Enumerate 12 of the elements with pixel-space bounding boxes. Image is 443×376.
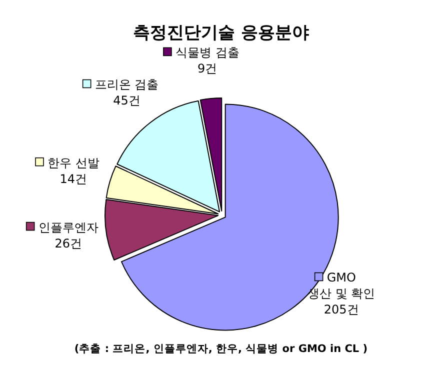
legend-label: 인플루엔자 — [38, 220, 98, 234]
legend-label: 식물병 검출 — [175, 46, 240, 60]
legend-label: 한우 선발 — [48, 156, 100, 170]
legend-label: GMO 생산 및 확인 — [308, 270, 376, 301]
data-label: 205건 — [324, 302, 359, 317]
data-label: 14건 — [60, 172, 88, 186]
legend-label: 프리온 검출 — [94, 78, 159, 92]
chart-title: 측정진단기술 응용분야 — [133, 23, 309, 43]
data-label: 9건 — [198, 62, 218, 76]
data-label: 45건 — [113, 94, 140, 108]
text: (추출 : 프리온, 인플루엔자, 한우, 식물병 or GMO in CL ) — [74, 343, 368, 355]
data-label: 26건 — [54, 236, 82, 250]
